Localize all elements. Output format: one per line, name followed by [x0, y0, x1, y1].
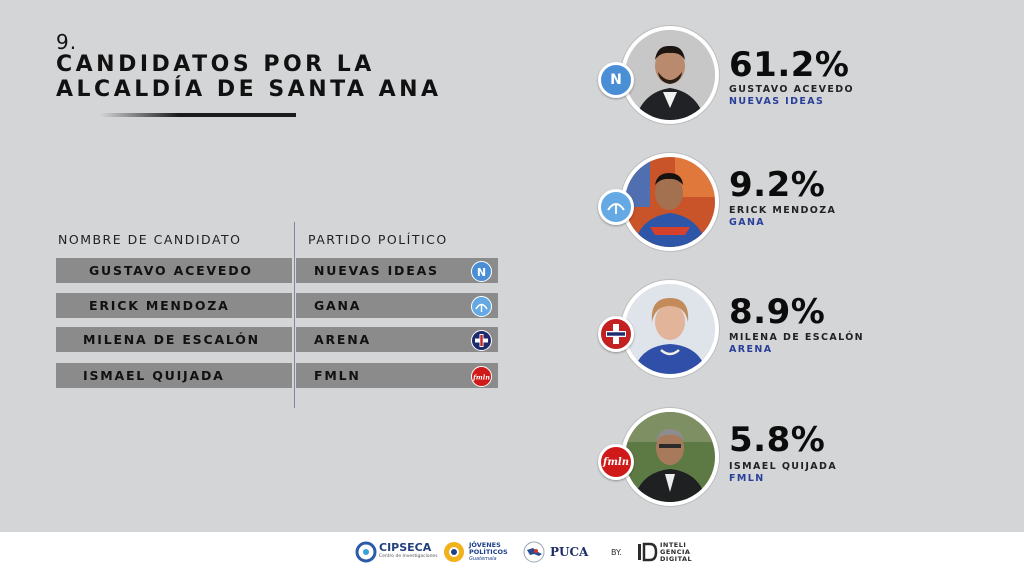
- cipseca-name: CIPSECA: [379, 541, 432, 554]
- column-header-party: PARTIDO POLÍTICO: [308, 232, 448, 247]
- name-cell: ERICK MENDOZA: [56, 293, 292, 318]
- party-name: FMLN: [314, 368, 361, 383]
- party-cell: ARENA: [296, 327, 498, 352]
- inteligencia-line-1: INTELI: [660, 540, 687, 549]
- result-candidate-name: ISMAEL QUIJADA: [729, 461, 838, 472]
- svg-text:N: N: [477, 266, 486, 279]
- result-percentage: 9.2%: [729, 165, 826, 205]
- result-party-name: GANA: [729, 217, 766, 228]
- party-cell: NUEVAS IDEAS N: [296, 258, 498, 283]
- result-party-name: ARENA: [729, 344, 773, 355]
- badge-letter: N: [610, 72, 622, 88]
- inteligencia-line-3: DIGITAL: [660, 554, 693, 563]
- party-cell: GANA: [296, 293, 498, 318]
- result-candidate-name: GUSTAVO ACEVEDO: [729, 84, 854, 95]
- table-row: ERICK MENDOZA GANA: [56, 293, 498, 318]
- puca-map-icon: [523, 541, 545, 563]
- nuevas-ideas-icon: N: [471, 261, 492, 282]
- fmln-badge-icon: fmln: [598, 444, 634, 480]
- result-percentage: 5.8%: [729, 420, 826, 460]
- svg-text:fmln: fmln: [472, 374, 490, 382]
- column-divider: [294, 222, 295, 408]
- table-row: ISMAEL QUIJADA FMLN fmln: [56, 363, 498, 388]
- result-party-name: NUEVAS IDEAS: [729, 96, 825, 107]
- inteligencia-line-2: GENCIA: [660, 547, 691, 556]
- result-percentage: 8.9%: [729, 292, 826, 332]
- jovenes-line-1: JÓVENES: [469, 540, 501, 549]
- nuevas-ideas-badge-icon: N: [598, 62, 634, 98]
- result-party-name: FMLN: [729, 473, 765, 484]
- jovenes-line-3: Guatemala: [469, 555, 497, 562]
- section-number: 9.: [56, 30, 78, 54]
- gana-badge-icon: [598, 189, 634, 225]
- gana-icon: [471, 296, 492, 317]
- by-label: BY.: [611, 547, 622, 557]
- jovenes-line-2: POLÍTICOS: [469, 547, 508, 556]
- party-name: NUEVAS IDEAS: [314, 263, 439, 278]
- page-title: CANDIDATOS POR LA ALCALDÍA DE SANTA ANA: [56, 52, 442, 102]
- name-cell: GUSTAVO ACEVEDO: [56, 258, 292, 283]
- title-underline: [100, 113, 296, 117]
- footer-logos: CIPSECA Centro de Investigaciones JÓVENE…: [0, 532, 1024, 571]
- candidate-photo-mendoza: [621, 153, 719, 251]
- badge-text: fmln: [603, 456, 629, 468]
- cipseca-logo: CIPSECA Centro de Investigaciones: [355, 540, 438, 564]
- slide: 9. CANDIDATOS POR LA ALCALDÍA DE SANTA A…: [56, 26, 865, 506]
- candidate-name: GUSTAVO ACEVEDO: [89, 263, 253, 278]
- result-candidate-name: MILENA DE ESCALÓN: [729, 332, 865, 343]
- jovenes-politicos-icon: [444, 542, 464, 562]
- cipseca-subtitle: Centro de Investigaciones: [379, 554, 438, 559]
- party-name: ARENA: [314, 332, 371, 347]
- name-cell: MILENA DE ESCALÓN: [56, 327, 292, 352]
- candidate-name: ISMAEL QUIJADA: [83, 368, 225, 383]
- title-line-1: CANDIDATOS POR LA: [56, 52, 375, 77]
- party-cell: FMLN fmln: [296, 363, 498, 388]
- fmln-icon: fmln: [471, 366, 492, 387]
- column-header-name: NOMBRE DE CANDIDATO: [58, 232, 242, 247]
- candidate-photo-acevedo: [621, 26, 719, 124]
- arena-badge-icon: [598, 316, 634, 352]
- candidate-name: MILENA DE ESCALÓN: [83, 332, 260, 347]
- result-percentage: 61.2%: [729, 45, 850, 85]
- arena-icon: [471, 330, 492, 351]
- candidate-name: ERICK MENDOZA: [89, 298, 230, 313]
- candidate-photo-escalon: [621, 280, 719, 378]
- title-line-2: ALCALDÍA DE SANTA ANA: [56, 77, 442, 102]
- party-name: GANA: [314, 298, 362, 313]
- name-cell: ISMAEL QUIJADA: [56, 363, 292, 388]
- puca-name: PUCA: [550, 545, 589, 559]
- inteligencia-digital-logo: INTELI GENCIA DIGITAL: [636, 540, 692, 564]
- inteligencia-digital-icon: [638, 542, 658, 562]
- candidate-photo-quijada: [621, 408, 719, 506]
- table-row: GUSTAVO ACEVEDO NUEVAS IDEAS N: [56, 258, 498, 283]
- cipseca-icon: [355, 541, 377, 563]
- jovenes-politicos-logo: JÓVENES POLÍTICOS Guatemala: [442, 540, 508, 564]
- table-row: MILENA DE ESCALÓN ARENA: [56, 327, 498, 352]
- puca-logo: PUCA: [522, 540, 588, 564]
- result-candidate-name: ERICK MENDOZA: [729, 205, 837, 216]
